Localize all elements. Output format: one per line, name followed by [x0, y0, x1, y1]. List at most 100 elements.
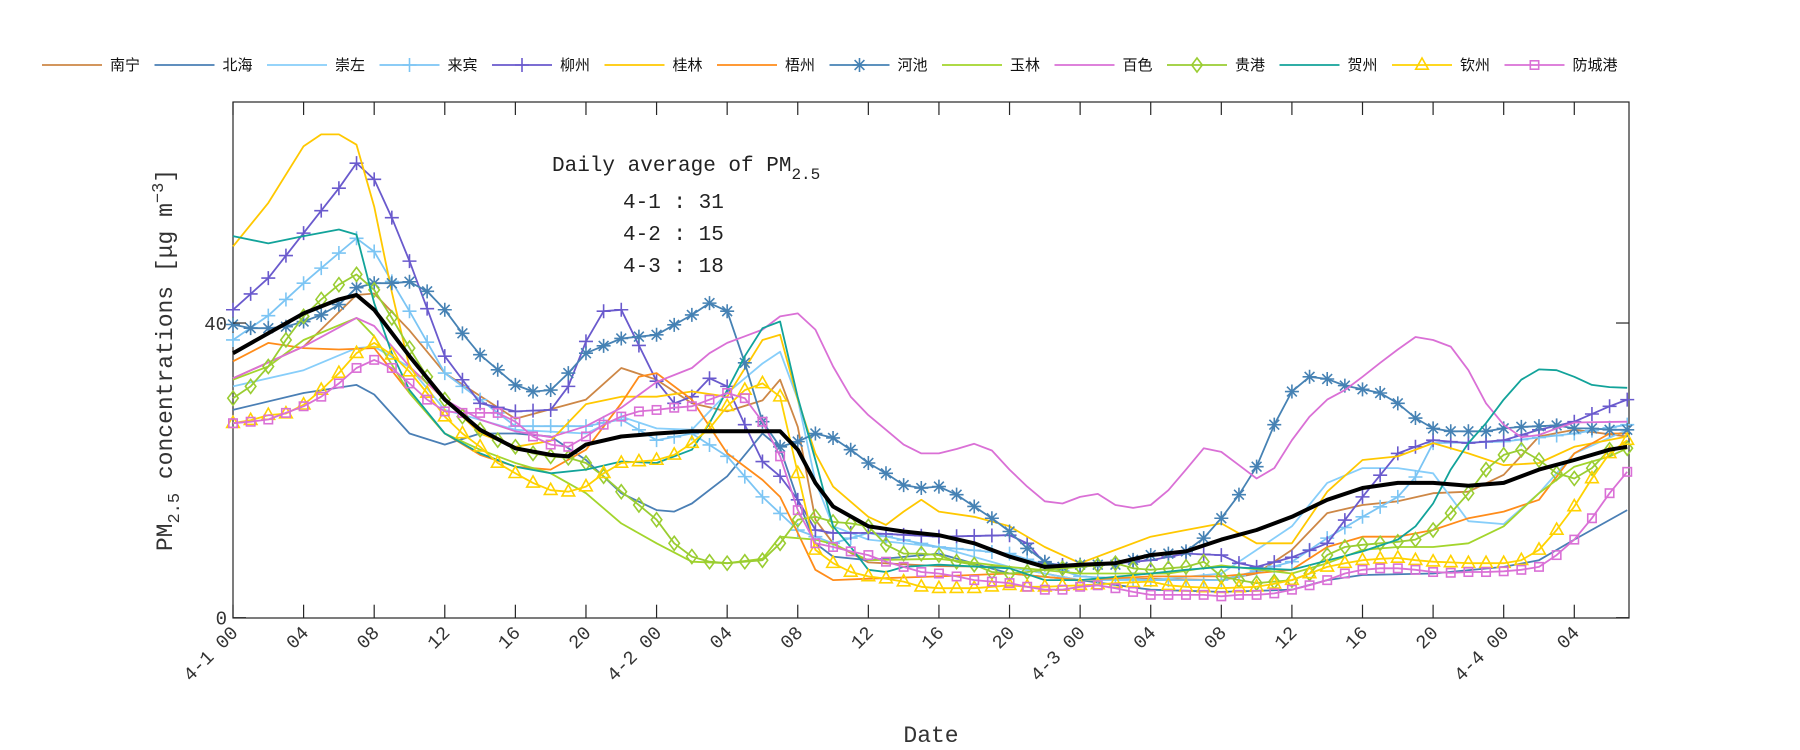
- x-tick-label: 08: [776, 622, 808, 654]
- square-marker: [1286, 584, 1297, 595]
- star-marker: [861, 455, 876, 470]
- triangle-marker: [631, 452, 647, 467]
- diamond-marker: [1532, 451, 1546, 469]
- legend-label: 钦州: [1460, 56, 1490, 74]
- star-marker: [667, 317, 682, 332]
- plus-marker: [596, 304, 611, 319]
- star-marker: [596, 338, 611, 353]
- diamond-marker: [1515, 441, 1528, 459]
- diamond-marker: [720, 554, 734, 572]
- square-marker: [245, 416, 256, 427]
- plus-marker: [226, 332, 240, 347]
- star-marker: [1002, 524, 1017, 539]
- star-marker: [1249, 459, 1264, 474]
- plus-marker: [984, 528, 999, 543]
- triangle-marker: [1072, 576, 1088, 591]
- star-marker: [1337, 378, 1352, 393]
- series-6: [232, 133, 1628, 565]
- x-tick-label: 16: [494, 622, 526, 654]
- plus-marker: [1214, 548, 1229, 563]
- plus-marker: [402, 254, 417, 269]
- square-marker: [1128, 586, 1139, 597]
- triangle-marker: [754, 374, 771, 389]
- diamond-marker: [1338, 538, 1352, 556]
- square-marker: [1251, 589, 1262, 600]
- square-marker: [633, 406, 644, 417]
- triangle-marker: [1372, 550, 1388, 564]
- star-marker: [843, 442, 858, 457]
- square-marker: [1410, 564, 1421, 575]
- square-marker: [1357, 564, 1368, 575]
- series-line: [232, 341, 1628, 590]
- plus-marker: [1373, 468, 1388, 483]
- legend-label: 南宁: [110, 56, 140, 74]
- x-tick-label: 20: [565, 622, 597, 654]
- plus-marker: [384, 210, 399, 225]
- plus-marker: [702, 371, 717, 386]
- x-tick-label: 08: [353, 622, 385, 654]
- square-marker: [1304, 580, 1315, 591]
- triangle-marker: [613, 454, 629, 468]
- diamond-marker: [703, 553, 716, 571]
- triangle-marker: [790, 464, 806, 479]
- square-marker: [1375, 563, 1386, 574]
- plus-marker: [1302, 543, 1317, 558]
- plus-marker: [402, 58, 417, 72]
- square-marker: [1533, 561, 1544, 572]
- x-tick-label: 4-2 00: [603, 622, 667, 686]
- plus-marker: [420, 301, 435, 316]
- star-marker: [720, 304, 735, 319]
- square-marker: [1004, 578, 1015, 589]
- star-marker: [1567, 421, 1582, 436]
- square-marker: [1022, 581, 1033, 592]
- plus-marker: [296, 276, 311, 291]
- diamond-marker: [350, 266, 363, 283]
- series-14: [228, 354, 1633, 602]
- plus-marker: [949, 541, 964, 556]
- square-marker: [1145, 589, 1156, 600]
- star-marker: [773, 439, 788, 454]
- plus-marker: [1373, 499, 1388, 514]
- triangle-marker: [1319, 558, 1335, 572]
- triangle-marker: [931, 579, 947, 594]
- triangle-marker: [878, 570, 894, 584]
- star-marker: [1214, 511, 1229, 526]
- triangle-marker: [1143, 572, 1159, 587]
- star-marker: [914, 481, 929, 496]
- diamond-marker: [1144, 561, 1157, 579]
- diamond-marker: [226, 389, 240, 407]
- plus-marker: [755, 454, 770, 469]
- plus-marker: [367, 172, 382, 187]
- star-marker: [473, 347, 488, 362]
- plus-marker: [331, 181, 346, 196]
- diamond-marker: [632, 496, 646, 514]
- diamond-marker: [1497, 446, 1510, 464]
- plus-marker: [773, 506, 788, 521]
- triangle-marker: [1513, 551, 1530, 566]
- square-marker: [228, 418, 239, 429]
- legend-item: 梧州: [717, 56, 815, 74]
- x-tick-label: 4-1 00: [179, 622, 243, 686]
- triangle-marker: [1619, 431, 1635, 446]
- legend-label: 桂林: [673, 56, 703, 74]
- legend-item: 防城港: [1504, 56, 1618, 74]
- star-marker: [1584, 421, 1599, 436]
- square-marker: [616, 411, 627, 422]
- diamond-marker: [826, 513, 840, 531]
- star-marker: [1479, 424, 1494, 439]
- x-tick-label: 16: [917, 622, 949, 654]
- diamond-marker: [809, 508, 822, 526]
- legend-item: 玉林: [942, 56, 1040, 74]
- square-marker: [422, 394, 433, 405]
- x-tick-label: 04: [282, 622, 314, 654]
- plus-marker: [543, 419, 558, 434]
- square-marker: [316, 391, 327, 402]
- plus-marker: [367, 244, 382, 259]
- plus-marker: [543, 402, 558, 417]
- square-marker: [1322, 575, 1333, 586]
- plus-marker: [1284, 550, 1299, 565]
- star-marker: [543, 383, 558, 398]
- triangle-marker: [1125, 573, 1141, 588]
- diamond-marker: [844, 515, 857, 532]
- triangle-marker: [860, 567, 877, 582]
